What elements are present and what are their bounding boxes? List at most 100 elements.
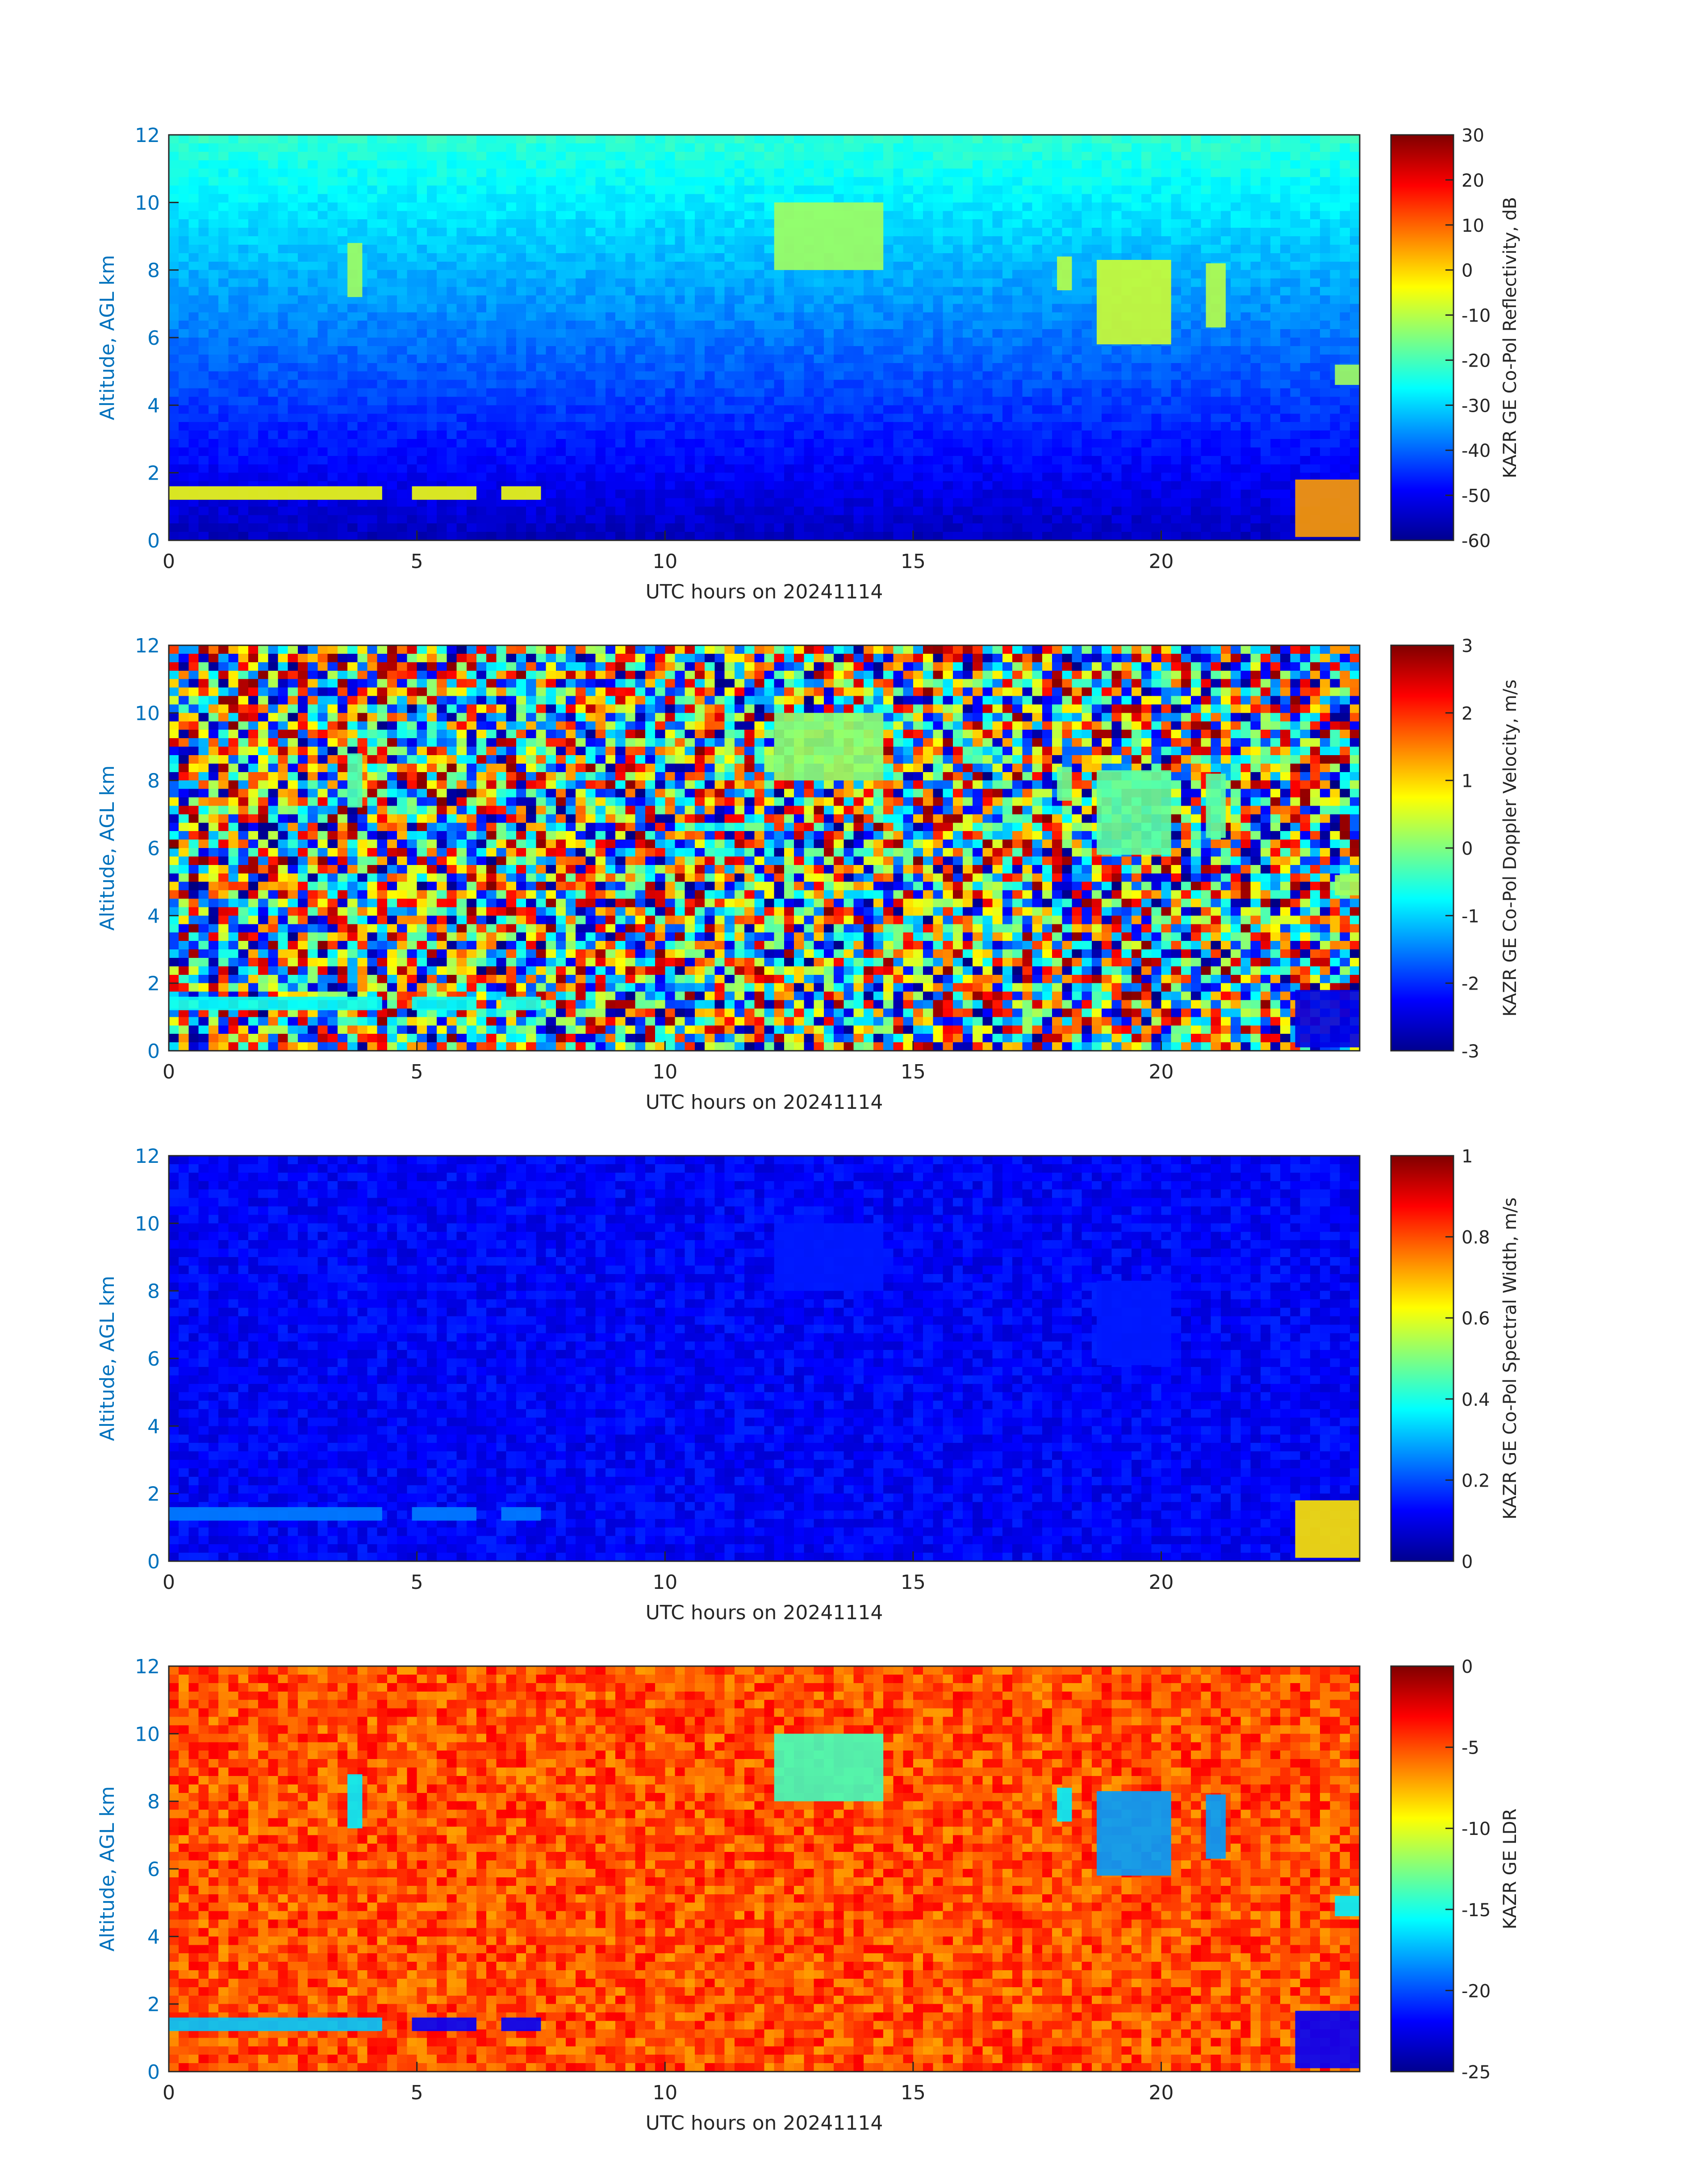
noise-cell xyxy=(1082,143,1092,152)
noise-cell xyxy=(1201,236,1211,245)
noise-cell xyxy=(665,261,676,271)
noise-cell xyxy=(258,422,268,431)
noise-cell xyxy=(1131,380,1142,389)
noise-cell xyxy=(536,236,547,245)
noise-cell xyxy=(317,270,328,279)
noise-cell xyxy=(1072,270,1082,279)
noise-cell xyxy=(248,304,259,313)
noise-cell xyxy=(1349,329,1360,338)
noise-cell xyxy=(179,304,189,313)
noise-cell xyxy=(655,346,665,355)
noise-cell xyxy=(387,135,397,144)
noise-cell xyxy=(1201,202,1211,211)
noise-cell xyxy=(923,168,933,178)
noise-cell xyxy=(784,481,794,490)
noise-cell xyxy=(853,371,864,380)
noise-cell xyxy=(367,338,378,347)
noise-cell xyxy=(456,363,467,372)
noise-cell xyxy=(466,261,477,271)
noise-cell xyxy=(347,321,358,330)
noise-cell xyxy=(853,464,864,473)
noise-cell xyxy=(844,472,854,482)
noise-cell xyxy=(923,244,933,254)
noise-cell xyxy=(694,380,705,389)
noise-cell xyxy=(317,464,328,473)
noise-cell xyxy=(357,143,368,152)
noise-cell xyxy=(724,236,735,245)
noise-cell xyxy=(973,185,983,195)
noise-cell xyxy=(903,312,914,321)
noise-cell xyxy=(526,177,536,186)
noise-cell xyxy=(625,270,636,279)
noise-cell xyxy=(447,219,457,228)
noise-cell xyxy=(665,143,676,152)
noise-cell xyxy=(228,270,239,279)
noise-cell xyxy=(1062,244,1073,254)
noise-cell xyxy=(466,472,477,482)
noise-cell xyxy=(675,422,685,431)
noise-cell xyxy=(1012,185,1023,195)
noise-cell xyxy=(1320,261,1330,271)
noise-cell xyxy=(734,321,745,330)
noise-cell xyxy=(1260,244,1271,254)
noise-cell xyxy=(923,430,933,439)
noise-cell xyxy=(1250,211,1261,220)
noise-cell xyxy=(218,312,229,321)
noise-cell xyxy=(308,346,318,355)
noise-cell xyxy=(903,287,914,296)
noise-cell xyxy=(625,321,636,330)
noise-cell xyxy=(923,414,933,422)
noise-cell xyxy=(625,405,636,414)
noise-cell xyxy=(694,371,705,380)
noise-cell xyxy=(566,143,576,152)
noise-cell xyxy=(367,287,378,296)
noise-cell xyxy=(317,219,328,228)
noise-cell xyxy=(536,261,547,271)
noise-cell xyxy=(1220,202,1231,211)
noise-cell xyxy=(923,447,933,456)
noise-cell xyxy=(486,160,497,169)
noise-cell xyxy=(605,143,616,152)
noise-cell xyxy=(714,363,725,372)
noise-cell xyxy=(883,455,894,465)
noise-cell xyxy=(1290,354,1301,364)
noise-cell xyxy=(546,194,556,203)
noise-cell xyxy=(764,168,775,178)
noise-cell xyxy=(844,135,854,144)
noise-cell xyxy=(248,414,259,422)
noise-cell xyxy=(943,455,953,465)
noise-cell xyxy=(447,439,457,448)
noise-cell xyxy=(387,354,397,364)
noise-cell xyxy=(555,278,566,288)
noise-cell xyxy=(1151,422,1162,431)
noise-cell xyxy=(308,168,318,178)
noise-cell xyxy=(516,194,526,203)
noise-cell xyxy=(744,244,755,254)
noise-cell xyxy=(655,321,665,330)
noise-cell xyxy=(784,439,794,448)
noise-cell xyxy=(1022,160,1033,169)
noise-cell xyxy=(1280,371,1291,380)
noise-cell xyxy=(377,388,388,397)
noise-cell xyxy=(1002,219,1013,228)
noise-cell xyxy=(933,160,944,169)
noise-cell xyxy=(883,143,894,152)
noise-cell xyxy=(1082,329,1092,338)
noise-cell xyxy=(566,439,576,448)
noise-cell xyxy=(496,236,507,245)
noise-cell xyxy=(734,363,745,372)
noise-cell xyxy=(1111,177,1122,186)
noise-cell xyxy=(447,338,457,347)
noise-cell xyxy=(645,312,656,321)
noise-cell xyxy=(476,338,487,347)
noise-cell xyxy=(804,160,814,169)
noise-cell xyxy=(426,151,437,161)
noise-cell xyxy=(407,287,418,296)
noise-cell xyxy=(873,321,884,330)
noise-cell xyxy=(1220,363,1231,372)
noise-cell xyxy=(794,329,805,338)
noise-cell xyxy=(913,304,923,313)
noise-cell xyxy=(1220,388,1231,397)
noise-cell xyxy=(694,338,705,347)
noise-cell xyxy=(1111,464,1122,473)
